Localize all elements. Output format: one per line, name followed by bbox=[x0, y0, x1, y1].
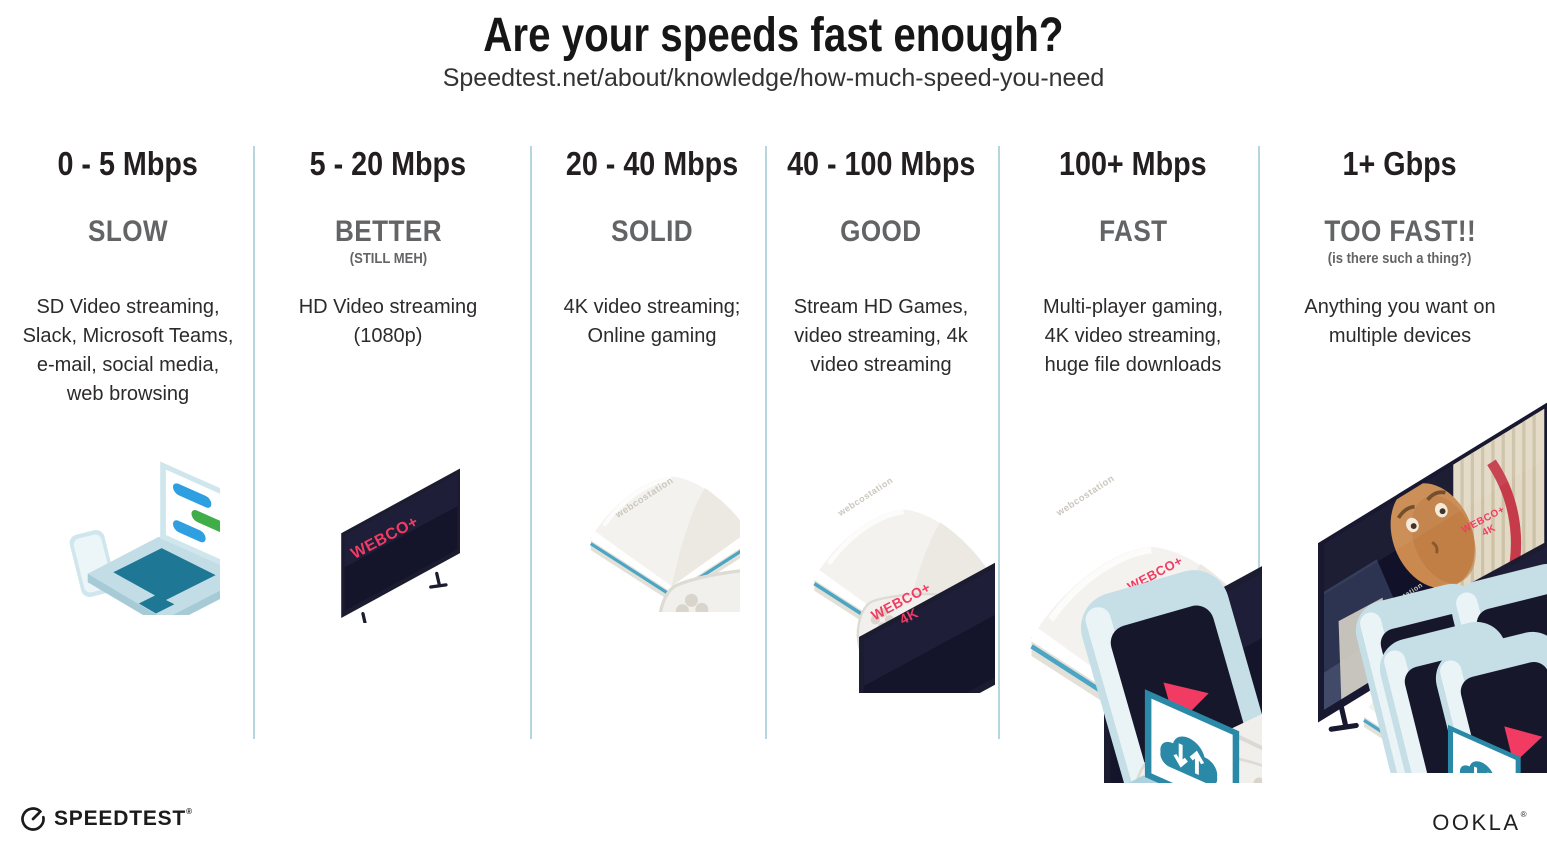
speed-range: 100+ Mbps bbox=[1059, 145, 1207, 182]
console-tv-illustration: webcostation WEBCO+ 4K bbox=[800, 448, 1033, 774]
ookla-wordmark: OOKLA bbox=[1432, 810, 1521, 835]
page-subtitle: Speedtest.net/about/knowledge/how-much-s… bbox=[442, 64, 1105, 92]
rating-label: SLOW bbox=[87, 215, 169, 248]
rating-note: (is there such a thing?) bbox=[1328, 250, 1472, 267]
console-brand-label: webcostation bbox=[835, 475, 895, 519]
tier-description: Stream HD Games, video streaming, 4k vid… bbox=[793, 296, 969, 376]
tier-description: Multi-player gaming, 4K video streaming,… bbox=[1042, 296, 1224, 376]
tier-description: SD Video streaming, Slack, Microsoft Tea… bbox=[22, 296, 234, 405]
speed-range: 40 - 100 Mbps bbox=[786, 145, 976, 182]
speedtest-logo: SPEEDTEST® bbox=[20, 806, 193, 832]
speed-range: 20 - 40 Mbps bbox=[565, 145, 739, 182]
gauge-icon bbox=[21, 807, 45, 831]
trademark-mark: ® bbox=[186, 807, 193, 816]
rating-note: (STILL MEH) bbox=[349, 250, 427, 267]
everything-illustration: WEBCO+ 4K webcostation bbox=[1300, 373, 1547, 843]
tv-illustration: WEBCO+ bbox=[320, 458, 463, 629]
rating-label: BETTER bbox=[334, 215, 442, 248]
multi-device-illustration: webcostation WEBCO+ 4K bbox=[1020, 438, 1397, 843]
laptop-chat-illustration bbox=[50, 450, 247, 635]
tier-description: 4K video streaming; Online gaming bbox=[563, 296, 741, 347]
speed-tier-column-1gbps: 1+ Gbps TOO FAST!! (is there such a thin… bbox=[1290, 145, 1510, 765]
ookla-logo: OOKLA® bbox=[1432, 810, 1529, 836]
speed-range: 1+ Gbps bbox=[1342, 145, 1458, 182]
speed-tier-column-0-5: 0 - 5 Mbps SLOW SD Video streaming, Slac… bbox=[10, 145, 246, 765]
speed-range: 0 - 5 Mbps bbox=[57, 145, 199, 182]
rating-label: SOLID bbox=[611, 215, 693, 248]
speed-tier-column-40-100: 40 - 100 Mbps GOOD Stream HD Games, vide… bbox=[771, 145, 991, 765]
speed-tier-column-100plus: 100+ Mbps FAST Multi-player gaming, 4K v… bbox=[1023, 145, 1243, 765]
rating-label: GOOD bbox=[840, 215, 922, 248]
speed-tier-column-20-40: 20 - 40 Mbps SOLID 4K video streaming; O… bbox=[542, 145, 762, 765]
laptop-icon bbox=[67, 461, 247, 635]
tier-description: HD Video streaming (1080p) bbox=[298, 296, 478, 347]
speedtest-wordmark: SPEEDTEST® bbox=[54, 807, 193, 830]
column-divider bbox=[253, 146, 255, 739]
column-divider bbox=[530, 146, 532, 739]
speed-range: 5 - 20 Mbps bbox=[309, 145, 467, 182]
speed-tier-column-5-20: 5 - 20 Mbps BETTER (STILL MEH) HD Video … bbox=[270, 145, 506, 765]
rating-label: FAST bbox=[1098, 215, 1168, 248]
tier-description: Anything you want on multiple devices bbox=[1304, 296, 1496, 347]
column-divider bbox=[1258, 146, 1260, 739]
page-title: Are your speeds fast enough? bbox=[483, 9, 1064, 62]
column-divider bbox=[765, 146, 767, 739]
tv-4k-label: 4K bbox=[897, 605, 921, 628]
column-divider bbox=[998, 146, 1000, 739]
console-illustration: webcostation bbox=[570, 452, 850, 700]
rating-label: TOO FAST!! bbox=[1324, 215, 1476, 248]
trademark-mark: ® bbox=[1520, 810, 1529, 819]
console-brand-label: webcostation bbox=[1054, 473, 1117, 519]
